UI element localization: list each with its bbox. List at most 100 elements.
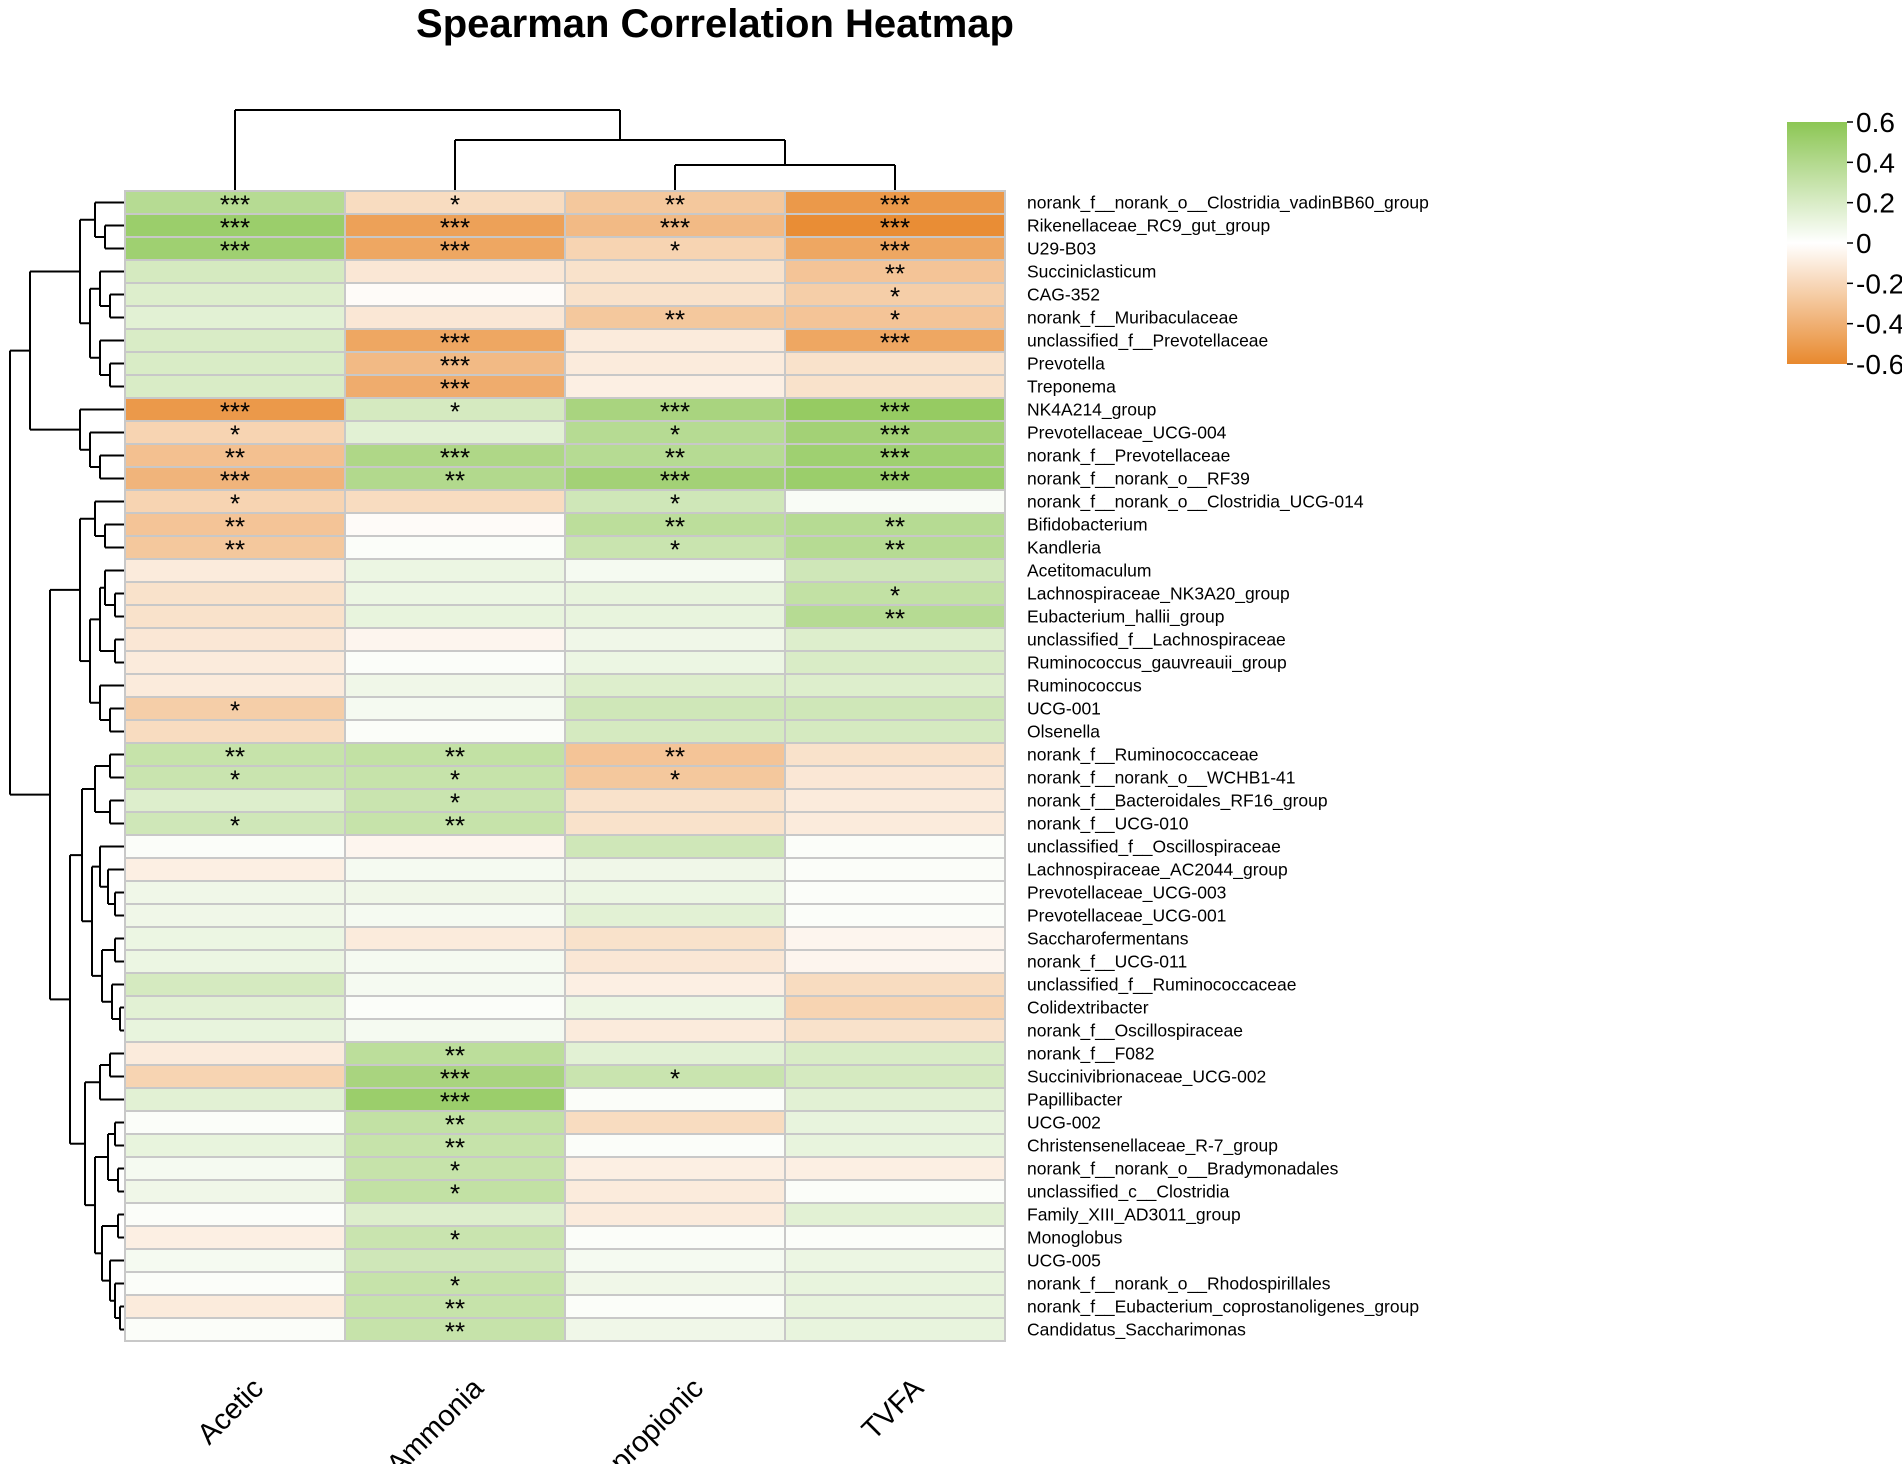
heatmap-cell <box>784 903 1006 928</box>
heatmap-cell <box>344 949 566 974</box>
row-label: unclassified_f__Oscillospiraceae <box>1027 837 1281 858</box>
heatmap-cell <box>564 1156 786 1181</box>
row-label: Prevotella <box>1027 354 1105 374</box>
heatmap-cell <box>564 1179 786 1204</box>
significance-mark: * <box>890 282 900 312</box>
chart-title: Spearman Correlation Heatmap <box>416 2 1014 46</box>
significance-mark: *** <box>220 213 250 243</box>
heatmap-cell <box>564 1133 786 1158</box>
heatmap-cell <box>784 1018 1006 1043</box>
significance-mark: *** <box>880 443 910 473</box>
heatmap-cell <box>564 903 786 928</box>
heatmap-cell <box>344 650 566 675</box>
row-label: Prevotellaceae_UCG-004 <box>1027 423 1227 444</box>
heatmap-cell <box>344 972 566 997</box>
heatmap-cell <box>784 880 1006 905</box>
heatmap-cell <box>344 673 566 698</box>
row-label: norank_f__Muribaculaceae <box>1027 308 1238 329</box>
heatmap-cell <box>344 857 566 882</box>
heatmap-cell <box>784 1156 1006 1181</box>
significance-mark: *** <box>440 213 470 243</box>
significance-mark: *** <box>220 397 250 427</box>
significance-mark: *** <box>220 466 250 496</box>
heatmap-cell <box>564 581 786 606</box>
heatmap-cell <box>124 282 346 307</box>
significance-mark: *** <box>880 328 910 358</box>
heatmap-cell <box>784 1294 1006 1319</box>
heatmap-cell <box>124 1064 346 1089</box>
row-label: Succiniclasticum <box>1027 262 1156 282</box>
heatmap-cell <box>784 1041 1006 1066</box>
heatmap-cell <box>344 696 566 721</box>
colorbar-legend: 0.6 0.4 0.2 0 -0.2 -0.4 -0.6 <box>1787 107 1902 380</box>
row-label: Papillibacter <box>1027 1090 1122 1110</box>
significance-mark: * <box>670 765 680 795</box>
significance-marks: *** * ** ****** *** *** ****** *** * ******** ****… <box>220 190 910 1347</box>
colorbar-tick-label: 0.2 <box>1856 188 1895 219</box>
significance-mark: *** <box>440 374 470 404</box>
heatmap-cell <box>564 1018 786 1043</box>
heatmap-cell <box>344 719 566 744</box>
significance-mark: ** <box>885 259 905 289</box>
heatmap-cell <box>564 1110 786 1135</box>
heatmap-cell <box>344 926 566 951</box>
heatmap-cell <box>124 1041 346 1066</box>
heatmap-cell <box>784 1110 1006 1135</box>
significance-mark: ** <box>885 535 905 565</box>
row-dendrogram <box>9 201 125 1331</box>
row-label: Monoglobus <box>1027 1228 1123 1248</box>
significance-mark: *** <box>440 328 470 358</box>
heatmap-cell <box>564 1248 786 1273</box>
heatmap-cell <box>564 673 786 698</box>
row-label: Acetitomaculum <box>1027 561 1152 581</box>
significance-mark: * <box>450 788 460 818</box>
colorbar-tick-label: -0.2 <box>1856 268 1902 299</box>
heatmap-cell <box>124 1156 346 1181</box>
row-label: norank_f__F082 <box>1027 1044 1154 1065</box>
heatmap-cell <box>344 995 566 1020</box>
heatmap-cell <box>344 581 566 606</box>
significance-mark: *** <box>660 397 690 427</box>
heatmap-cell <box>124 972 346 997</box>
significance-mark: ** <box>885 512 905 542</box>
heatmap-cell <box>784 374 1006 399</box>
heatmap-cell <box>784 1225 1006 1250</box>
row-label: norank_f__UCG-011 <box>1027 952 1187 973</box>
row-label: Prevotellaceae_UCG-003 <box>1027 883 1226 904</box>
significance-mark: *** <box>220 236 250 266</box>
heatmap-cell <box>564 834 786 859</box>
significance-mark: * <box>670 535 680 565</box>
heatmap-cell <box>124 374 346 399</box>
heatmap-cell <box>124 328 346 353</box>
row-label: unclassified_f__Lachnospiraceae <box>1027 630 1286 651</box>
colorbar-gradient <box>1787 122 1847 364</box>
heatmap-cell <box>564 1294 786 1319</box>
heatmap-cell <box>124 673 346 698</box>
row-label: UCG-001 <box>1027 699 1101 719</box>
column-label: propionic <box>604 1372 710 1464</box>
significance-mark: * <box>890 581 900 611</box>
significance-mark: ** <box>665 443 685 473</box>
heatmap-cell <box>124 604 346 629</box>
heatmap-cell <box>784 949 1006 974</box>
row-label: norank_f__Oscillospiraceae <box>1027 1021 1243 1042</box>
heatmap-cell <box>564 926 786 951</box>
heatmap-cell <box>784 1064 1006 1089</box>
heatmap-cell <box>124 650 346 675</box>
heatmap-cell <box>784 834 1006 859</box>
heatmap-cell <box>564 995 786 1020</box>
row-label: UCG-005 <box>1027 1251 1101 1271</box>
column-label: Ammonia <box>381 1372 491 1464</box>
heatmap-cell <box>344 880 566 905</box>
significance-mark: * <box>670 1064 680 1094</box>
heatmap-cell <box>564 627 786 652</box>
significance-mark: * <box>450 1156 460 1186</box>
significance-mark: * <box>450 1271 460 1301</box>
heatmap-cell <box>784 1271 1006 1296</box>
row-label: Lachnospiraceae_NK3A20_group <box>1027 584 1290 605</box>
significance-mark: ** <box>445 1133 465 1163</box>
row-labels: norank_f__norank_o__Clostridia_vadinBB60… <box>1027 193 1429 1341</box>
significance-mark: *** <box>440 1087 470 1117</box>
significance-mark: * <box>230 489 240 519</box>
